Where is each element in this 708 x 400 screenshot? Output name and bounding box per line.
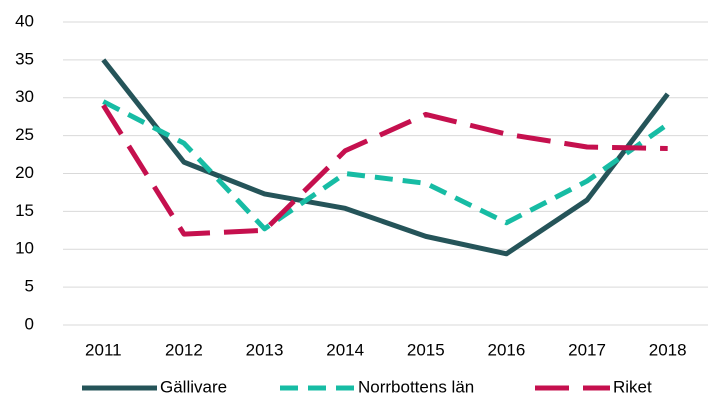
x-tick-label: 2015 (407, 340, 445, 359)
y-tick-label: 35 (15, 49, 34, 68)
y-tick-label: 40 (15, 11, 34, 30)
x-tick-label: 2016 (488, 340, 526, 359)
y-tick-label: 25 (15, 125, 34, 144)
y-tick-label: 0 (25, 314, 34, 333)
x-tick-label: 2011 (85, 340, 122, 359)
x-tick-label: 2012 (165, 340, 203, 359)
series-line (101, 103, 668, 237)
y-tick-label: 5 (25, 277, 34, 296)
y-tick-label: 30 (15, 87, 34, 106)
legend-label: Riket (613, 377, 652, 396)
y-tick-label: 20 (15, 163, 34, 182)
series-line (102, 99, 670, 232)
x-tick-label: 2018 (649, 340, 687, 359)
y-tick-label: 10 (15, 239, 34, 258)
x-tick-label: 2013 (246, 340, 284, 359)
y-tick-label: 15 (15, 201, 34, 220)
legend-label: Norrbottens län (358, 377, 474, 396)
legend-label: Gällivare (160, 377, 227, 396)
series-line (101, 58, 670, 257)
x-tick-label: 2014 (326, 340, 364, 359)
x-tick-label: 2017 (568, 340, 606, 359)
